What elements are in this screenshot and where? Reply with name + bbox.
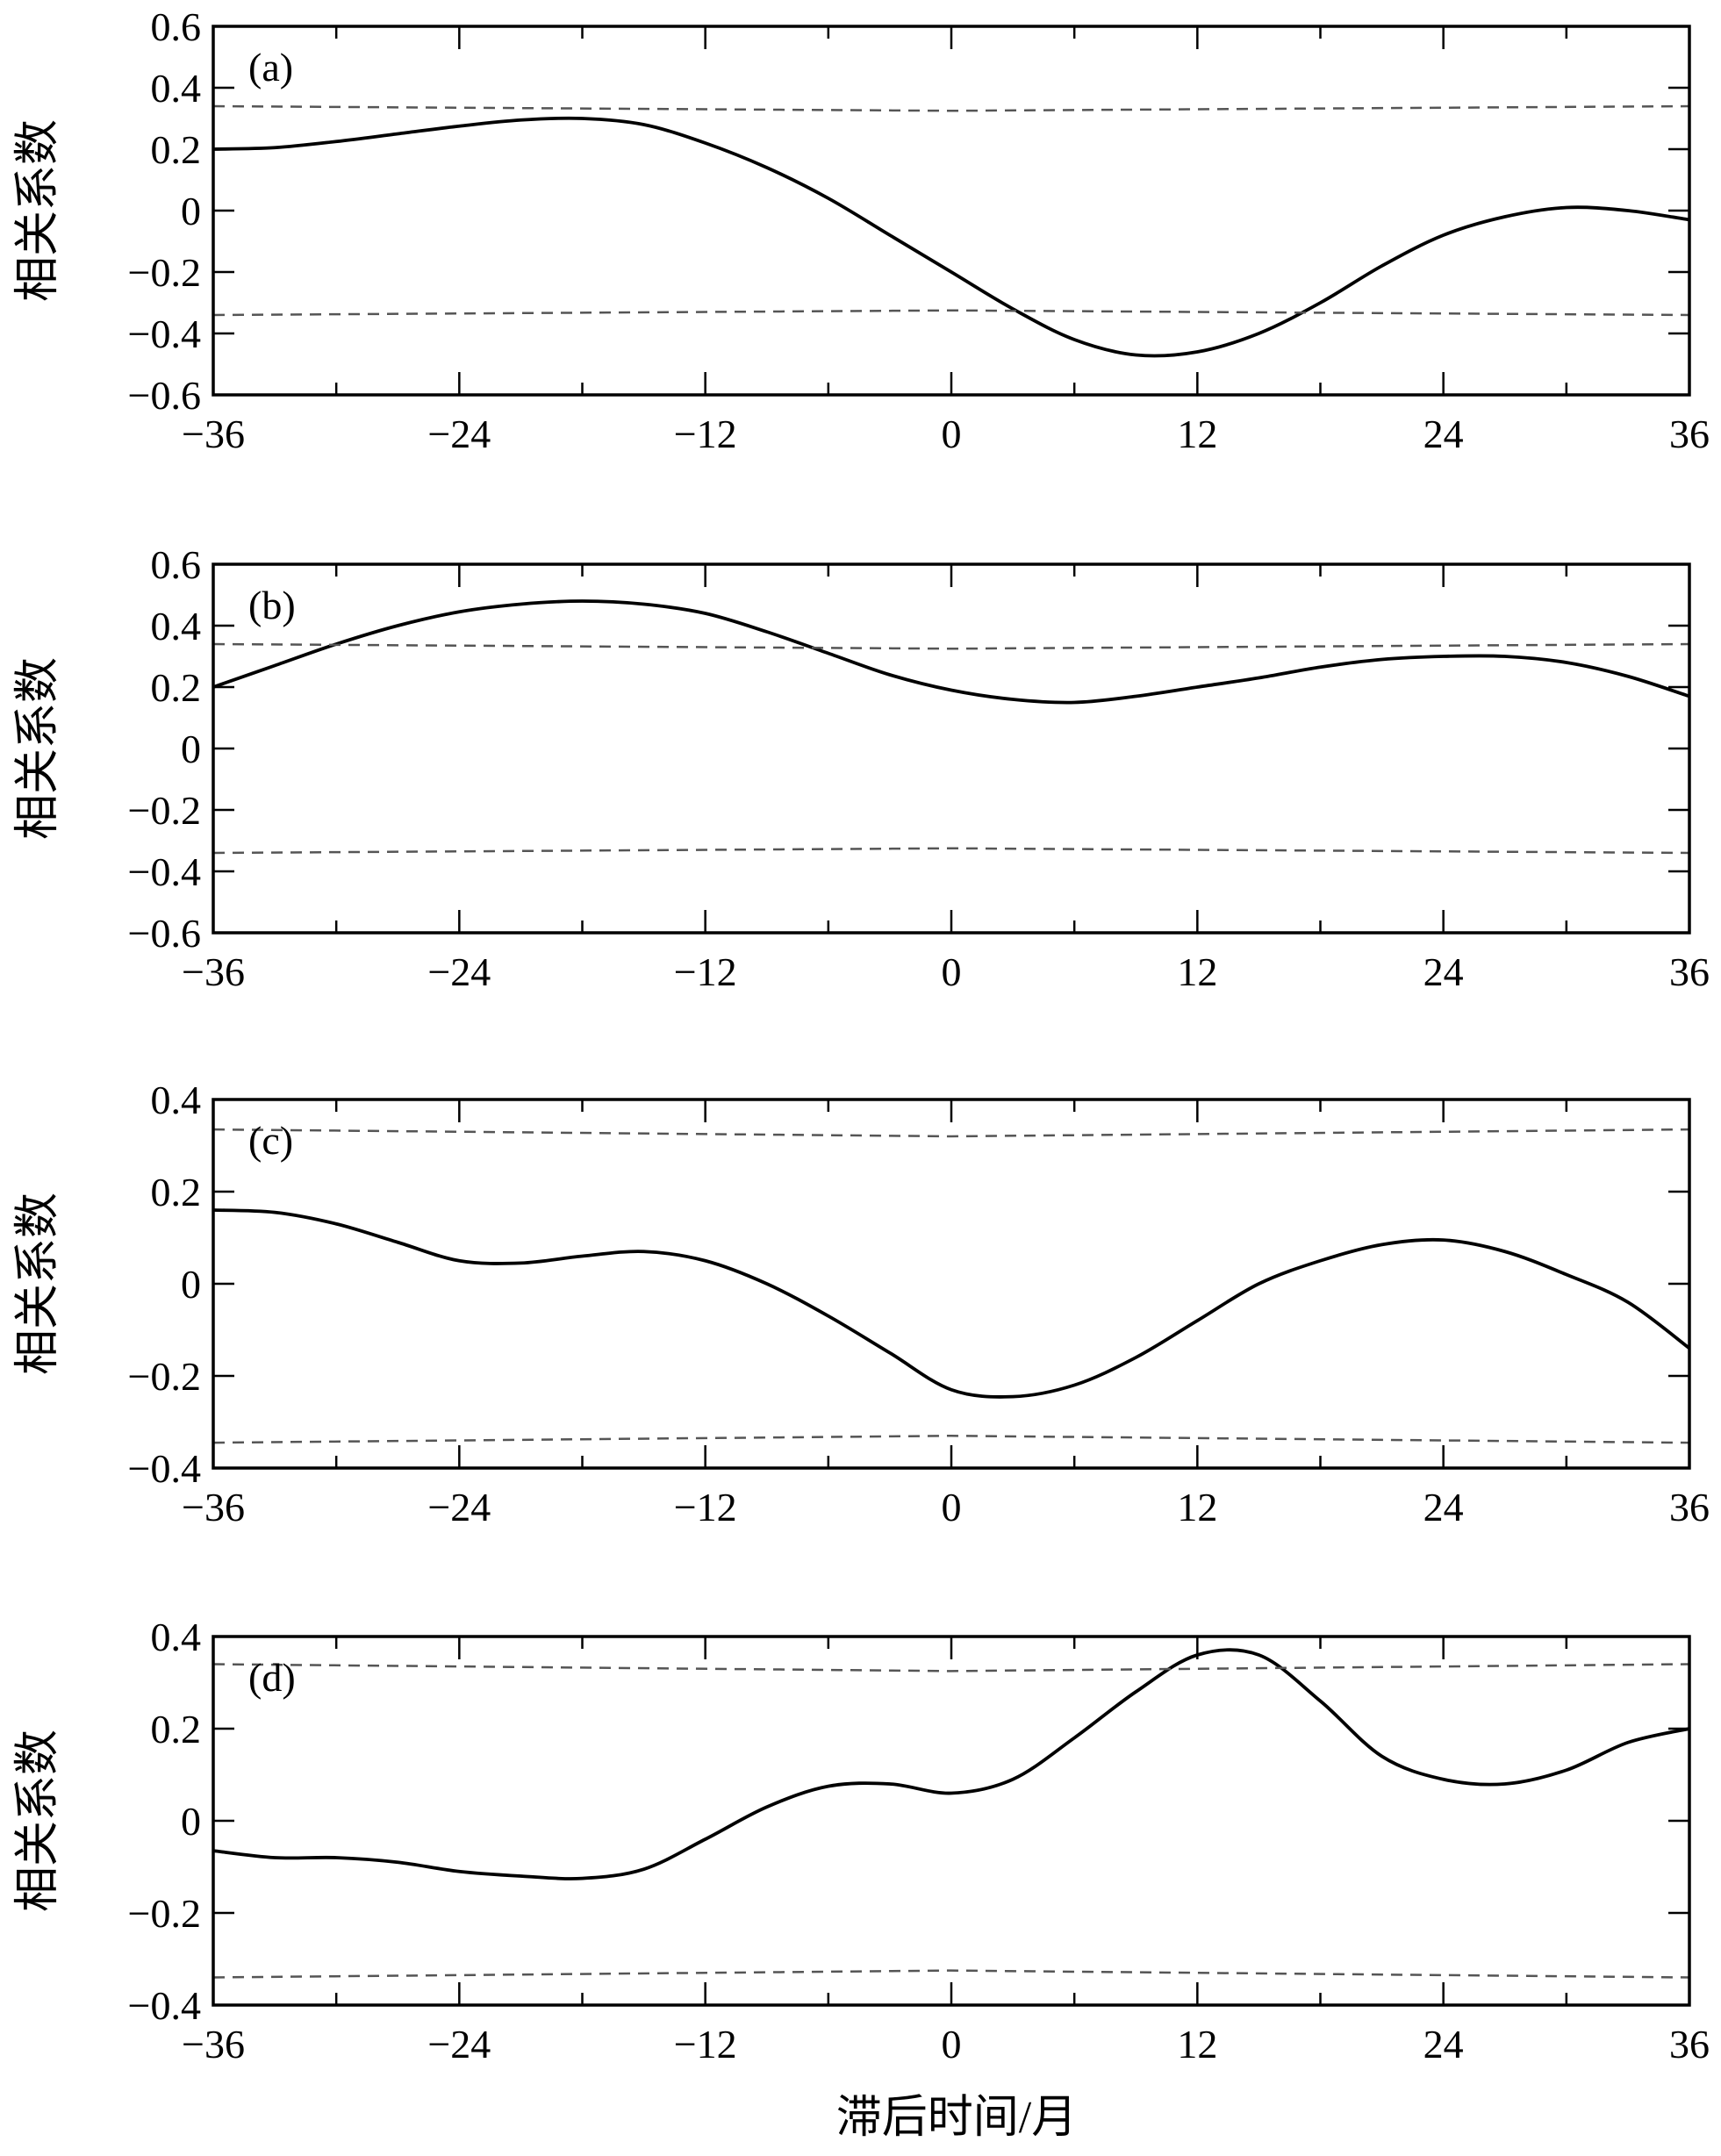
significance-line xyxy=(212,642,1690,650)
x-tick-label: 0 xyxy=(942,412,962,456)
panel-label: (b) xyxy=(248,583,296,627)
x-tick-label: 12 xyxy=(1177,412,1217,456)
y-axis-title: 相关系数 xyxy=(13,1730,63,1912)
panel-c: −0.4 −0.2 0 0.2 0.4 −36 −24 −12 0 12 24 36 (c) 相关系数 xyxy=(13,1078,1710,1529)
x-tick-label: −24 xyxy=(427,2022,491,2066)
y-tick-label: 0 xyxy=(181,189,201,233)
panel-a: −0.6 −0.4 −0.2 0 0.2 0.4 0.6 −36 −24 −12 0 12 24 36 (a… xyxy=(13,4,1710,456)
x-tick-label: −24 xyxy=(427,949,491,994)
y-axis-title: 相关系数 xyxy=(13,657,63,840)
x-tick-label: −12 xyxy=(674,412,737,456)
x-tick-label: −12 xyxy=(674,949,737,994)
y-tick-label: 0.2 xyxy=(151,1707,202,1751)
x-tick-label: 12 xyxy=(1177,949,1217,994)
y-tick-label: −0.4 xyxy=(128,849,201,894)
x-tick-label: −36 xyxy=(182,1485,245,1529)
significance-line xyxy=(212,104,1690,112)
x-tick-label: 36 xyxy=(1669,412,1710,456)
x-tick-label: −12 xyxy=(674,2022,737,2066)
significance-line xyxy=(212,1128,1690,1138)
x-tick-label: 0 xyxy=(942,949,962,994)
x-tick-label: 36 xyxy=(1669,2022,1710,2066)
y-tick-label: −0.2 xyxy=(128,250,201,295)
x-tick-label: −36 xyxy=(182,949,245,994)
y-tick-label: 0 xyxy=(181,727,201,771)
x-tick-label: −24 xyxy=(427,412,491,456)
x-tick-label: 12 xyxy=(1177,2022,1217,2066)
x-tick-label: 0 xyxy=(942,1485,962,1529)
significance-line xyxy=(212,1969,1690,1979)
y-tick-label: 0 xyxy=(181,1262,201,1307)
y-axis-title: 相关系数 xyxy=(13,119,63,302)
y-axis-title: 相关系数 xyxy=(13,1193,63,1375)
y-tick-label: −0.2 xyxy=(128,1354,201,1399)
x-tick-label: −36 xyxy=(182,2022,245,2066)
significance-line xyxy=(212,1663,1690,1673)
x-tick-label: 12 xyxy=(1177,1485,1217,1529)
y-tick-label: 0 xyxy=(181,1799,201,1844)
x-tick-label: −12 xyxy=(674,1485,737,1529)
y-tick-label: 0.4 xyxy=(151,1078,202,1122)
panel-b: −0.6 −0.4 −0.2 0 0.2 0.4 0.6 −36 −24 −12 0 12 24 36 (b… xyxy=(13,542,1710,994)
correlation-line xyxy=(212,1648,1690,1880)
correlation-line xyxy=(212,1208,1691,1399)
plot-frame xyxy=(212,1098,1691,1470)
correlation-line xyxy=(212,599,1690,705)
y-tick-label: −0.6 xyxy=(128,911,201,956)
x-tick-label: 0 xyxy=(942,2022,962,2066)
x-tick-label: −36 xyxy=(182,412,245,456)
y-tick-label: 0.2 xyxy=(151,665,202,710)
panel-label: (c) xyxy=(248,1118,293,1163)
y-tick-label: −0.4 xyxy=(128,1446,201,1491)
y-tick-label: 0.2 xyxy=(151,1170,202,1214)
x-axis-title: 滞后时间/月 xyxy=(836,2093,1077,2143)
significance-line xyxy=(212,309,1690,317)
x-tick-label: −24 xyxy=(427,1485,491,1529)
y-tick-label: 0.6 xyxy=(151,542,202,587)
y-tick-label: 0.4 xyxy=(151,604,202,648)
plot-frame xyxy=(212,1635,1691,2007)
y-tick-label: 0.6 xyxy=(151,4,202,49)
y-tick-label: 0.2 xyxy=(151,127,202,172)
y-tick-label: −0.2 xyxy=(128,1891,201,1936)
y-tick-label: −0.4 xyxy=(128,1983,201,2028)
significance-line xyxy=(212,847,1690,855)
x-tick-label: 24 xyxy=(1423,412,1464,456)
x-tick-label: 24 xyxy=(1423,949,1464,994)
x-tick-label: 36 xyxy=(1669,949,1710,994)
y-tick-label: 0.4 xyxy=(151,66,202,111)
x-tick-label: 24 xyxy=(1423,2022,1464,2066)
y-tick-label: −0.4 xyxy=(128,312,201,356)
panels: −0.6 −0.4 −0.2 0 0.2 0.4 0.6 −36 −24 −12 0 12 24 36 (a… xyxy=(13,4,1710,2066)
plot-frame xyxy=(212,562,1691,935)
y-tick-label: 0.4 xyxy=(151,1615,202,1659)
y-tick-label: −0.6 xyxy=(128,373,201,418)
panel-d: −0.4 −0.2 0 0.2 0.4 −36 −24 −12 0 12 24 36 (d) 相关系数 xyxy=(13,1615,1710,2066)
panel-label: (a) xyxy=(248,45,293,90)
correlation-line xyxy=(212,116,1690,358)
x-tick-label: 24 xyxy=(1423,1485,1464,1529)
y-tick-label: −0.2 xyxy=(128,788,201,833)
x-tick-label: 36 xyxy=(1669,1485,1710,1529)
plot-frame xyxy=(212,25,1691,397)
panel-label: (d) xyxy=(248,1655,296,1700)
significance-line xyxy=(212,1434,1690,1444)
